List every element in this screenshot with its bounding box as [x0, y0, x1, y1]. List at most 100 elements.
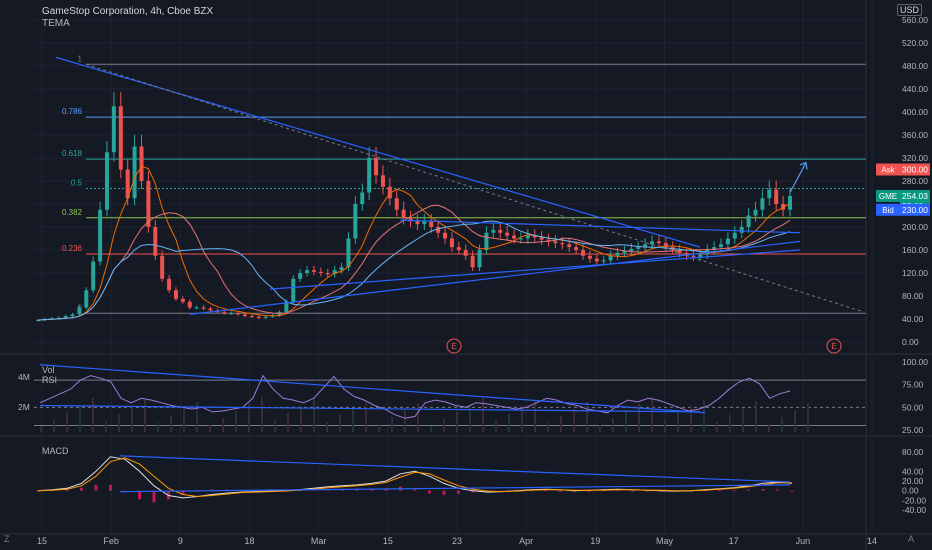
volume-bar [586, 402, 588, 432]
volume-bar [534, 400, 536, 432]
candle-body [167, 278, 172, 291]
auto-scale-icon[interactable]: A [907, 534, 914, 544]
candle-body [139, 146, 144, 181]
macd-histogram-bar [36, 490, 40, 492]
candle-body [518, 238, 523, 240]
candle-body [512, 235, 517, 239]
rsi-label[interactable]: RSI [42, 375, 58, 385]
candle-body [677, 250, 682, 253]
projected-downtrend-dashed [85, 63, 865, 313]
x-tick-label: Feb [103, 536, 119, 546]
earnings-marker [446, 338, 462, 354]
candle-body [553, 241, 558, 244]
volume-bar [183, 409, 185, 432]
y-tick-label: 440.00 [902, 84, 928, 94]
candle-body [719, 244, 724, 248]
macd-histogram-bar [413, 489, 417, 491]
macd-histogram-bar [355, 489, 359, 491]
candle-body [560, 243, 565, 245]
candle-body [146, 181, 151, 227]
projection-arrow [789, 162, 807, 193]
candle-body [36, 320, 40, 322]
last-price-label: GME [879, 192, 897, 201]
y-tick-label: 360.00 [902, 130, 928, 140]
macd-y-tick: -40.00 [902, 505, 926, 515]
candle-body [567, 244, 572, 248]
candle-body [781, 204, 786, 210]
volume-bar [365, 401, 367, 432]
x-tick-label: May [656, 536, 674, 546]
candle-body [98, 209, 103, 262]
candle-body [160, 255, 165, 279]
candle-body [650, 241, 655, 245]
candle-body [346, 238, 351, 268]
x-tick-label: Apr [519, 536, 533, 546]
candle-body [491, 229, 496, 233]
macd-histogram-bar [616, 490, 620, 492]
x-tick-label: 14 [867, 536, 877, 546]
volume-bar [417, 403, 419, 432]
macd-label[interactable]: MACD [42, 446, 69, 456]
volume-bar [768, 424, 770, 432]
volume-bar [170, 416, 172, 432]
volume-bar [638, 404, 640, 432]
volume-tick: 4M [18, 372, 30, 382]
candle-body [367, 158, 372, 193]
volume-bar [352, 408, 354, 432]
y-tick-label: 0.00 [902, 337, 919, 347]
volume-bar [118, 414, 120, 432]
candle-body [394, 198, 399, 210]
x-tick-label: 15 [37, 536, 47, 546]
candle-body [691, 255, 696, 257]
candle-body [249, 316, 254, 318]
ask-price-value-bg [900, 163, 930, 176]
candle-body [443, 232, 448, 239]
volume-bar [755, 401, 757, 432]
volume-bar [573, 409, 575, 432]
macd-histogram-bar [718, 490, 721, 492]
symbol-title[interactable]: GameStop Corporation, 4h, Cboe BZX [42, 6, 214, 17]
ask-price-value: 300.00 [902, 165, 928, 175]
candle-body [470, 255, 475, 268]
volume-bar [664, 420, 666, 432]
volume-label[interactable]: Vol [42, 365, 55, 375]
volume-bar [612, 418, 614, 432]
macd-histogram-bar [210, 489, 214, 491]
fib-level-label: 0.382 [62, 208, 83, 217]
indicator-name[interactable]: TEMA [42, 18, 70, 29]
volume-bar [625, 411, 627, 432]
zoom-tool-icon[interactable]: Z [4, 534, 10, 544]
macd-histogram-bar [181, 490, 185, 495]
volume-bar [482, 398, 484, 432]
candle-body [601, 260, 606, 262]
volume-bar [651, 397, 653, 432]
macd-histogram-bar [94, 484, 98, 491]
y-tick-label: 480.00 [902, 61, 928, 71]
macd-histogram-bar [645, 490, 649, 492]
volume-bar [248, 404, 250, 432]
last-price-value: 254.03 [902, 191, 928, 201]
chart-header: GameStop Corporation, 4h, Cboe BZX TEMA [42, 6, 213, 30]
macd-histogram-bar [384, 488, 388, 491]
candle-body [546, 239, 551, 242]
volume-bar [794, 410, 796, 432]
candle-body [477, 250, 482, 268]
candle-body [201, 307, 206, 309]
moving-average-line [37, 165, 791, 321]
candle-body [194, 307, 199, 309]
volume-bar [521, 407, 523, 432]
candle-body [525, 235, 530, 239]
volume-bar [313, 399, 315, 432]
projection-arrowhead [799, 161, 808, 170]
candle-body [629, 248, 634, 252]
ask-price-label-bg [876, 163, 900, 176]
fib-level-label: 0.618 [62, 149, 83, 158]
candle-body [656, 241, 661, 244]
x-tick-label: 19 [590, 536, 600, 546]
earnings-marker-label: E [451, 342, 456, 351]
volume-bar [157, 423, 159, 432]
rsi-support-line [39, 404, 701, 413]
currency-tag[interactable]: USD [896, 4, 922, 16]
volume-bar [716, 422, 718, 432]
